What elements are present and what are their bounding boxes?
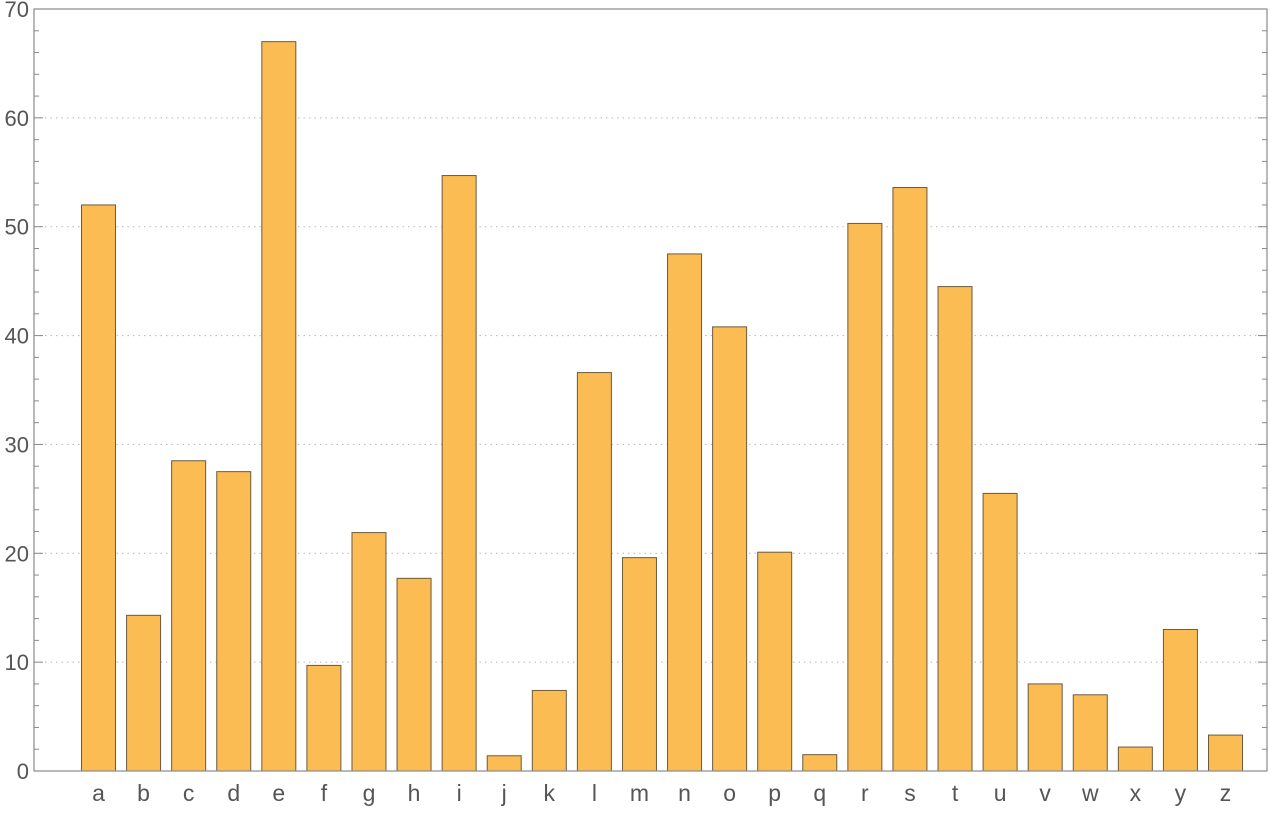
bar-r <box>847 222 883 772</box>
x-tick-label-m: m <box>630 780 649 806</box>
x-tick-label-t: t <box>952 780 959 806</box>
bars <box>81 41 1243 772</box>
y-tick-label: 40 <box>5 324 29 349</box>
x-tick-label-h: h <box>408 780 421 806</box>
x-tick-label-l: l <box>592 780 597 806</box>
x-tick-label-a: a <box>92 780 105 806</box>
bar-s <box>892 187 928 772</box>
bar-f <box>306 664 342 772</box>
x-tick-label-x: x <box>1130 780 1142 806</box>
y-tick-label: 70 <box>5 0 29 22</box>
bar-o <box>712 326 748 772</box>
x-tick-label-j: j <box>501 780 507 806</box>
bar-b <box>126 614 162 772</box>
bar-i <box>441 175 477 772</box>
x-tick-label-k: k <box>544 780 556 806</box>
x-tick-label-y: y <box>1175 780 1187 806</box>
bar-j <box>486 755 522 772</box>
y-tick-label: 60 <box>5 106 29 131</box>
x-tick-label-g: g <box>363 780 376 806</box>
x-tick-label-s: s <box>904 780 916 806</box>
x-tick-label-f: f <box>321 780 328 806</box>
axis-ticks <box>34 8 1267 772</box>
y-tick-label: 0 <box>17 759 29 784</box>
x-axis-tick-labels: a b c d e f g h i j k l m n o p q r s t u v w x y z <box>92 780 1231 806</box>
bar-t <box>937 286 973 772</box>
x-tick-label-i: i <box>457 780 462 806</box>
x-tick-label-r: r <box>861 780 869 806</box>
x-tick-label-c: c <box>183 780 195 806</box>
x-tick-label-p: p <box>768 780 781 806</box>
bar-k <box>531 689 567 772</box>
y-tick-label: 10 <box>5 650 29 675</box>
bar-h <box>396 577 432 772</box>
bar-a <box>81 204 116 772</box>
bar-y <box>1162 628 1198 772</box>
bar-l <box>576 372 612 772</box>
bar-z <box>1208 734 1243 772</box>
y-tick-label: 50 <box>5 215 29 240</box>
y-tick-label: 30 <box>5 432 29 457</box>
bar-m <box>621 557 657 772</box>
x-tick-label-z: z <box>1220 780 1232 806</box>
bar-w <box>1072 694 1108 772</box>
bar-d <box>216 471 252 772</box>
bar-u <box>982 492 1018 772</box>
bar-q <box>802 754 838 772</box>
x-tick-label-b: b <box>137 780 150 806</box>
x-tick-label-n: n <box>678 780 691 806</box>
bar-x <box>1117 746 1153 772</box>
y-axis-tick-labels: 0 10 20 30 40 50 60 70 <box>5 0 29 784</box>
x-tick-label-q: q <box>813 780 826 806</box>
x-tick-label-w: w <box>1081 780 1099 806</box>
x-tick-label-v: v <box>1039 780 1051 806</box>
bar-p <box>757 551 793 772</box>
x-tick-label-u: u <box>994 780 1007 806</box>
x-tick-label-e: e <box>272 780 285 806</box>
y-tick-label: 20 <box>5 541 29 566</box>
x-tick-label-o: o <box>723 780 736 806</box>
bar-e <box>261 41 297 772</box>
bar-c <box>171 460 207 772</box>
bar-v <box>1027 683 1063 772</box>
plot-frame <box>33 8 1268 772</box>
bar-g <box>351 532 387 772</box>
bar-n <box>667 253 703 772</box>
x-tick-label-d: d <box>227 780 240 806</box>
